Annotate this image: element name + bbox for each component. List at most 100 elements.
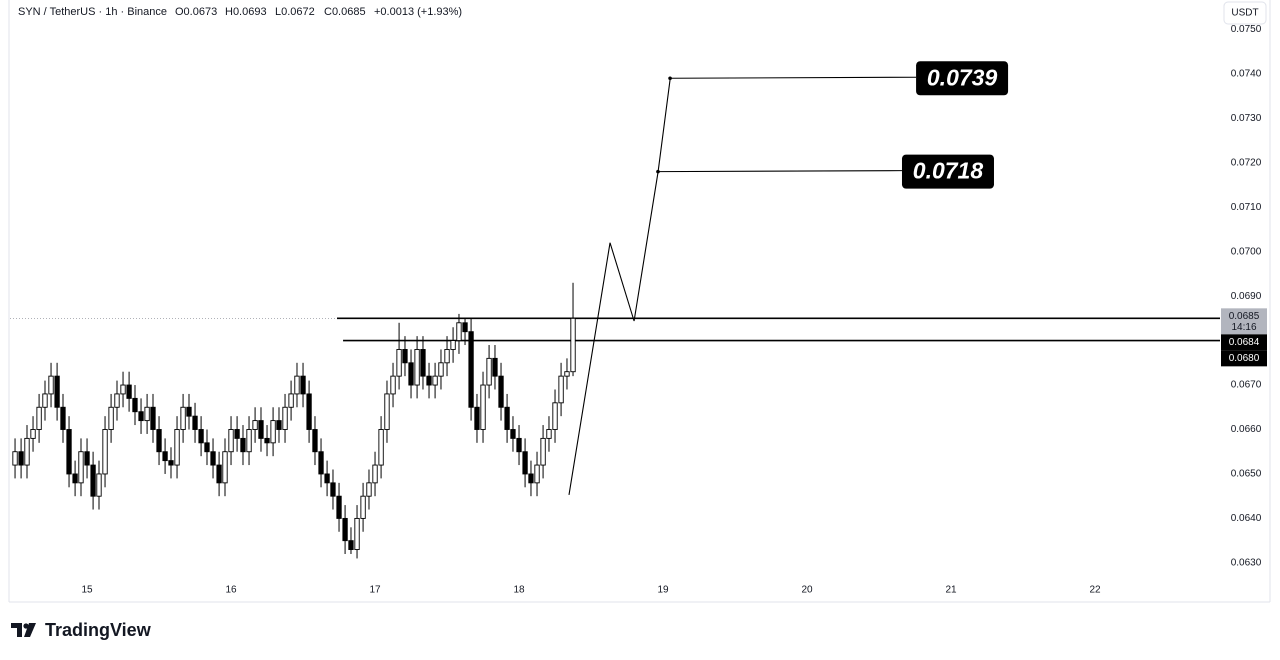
candle-body — [564, 371, 570, 377]
candle-body — [432, 375, 438, 386]
candle-body — [348, 540, 354, 550]
candle-body — [270, 420, 276, 444]
candle-body — [480, 384, 486, 430]
candle-body — [306, 393, 312, 430]
candle-body — [60, 406, 66, 430]
y-tick-label: 0.0750 — [1231, 24, 1262, 35]
candle-body — [54, 375, 60, 408]
candle-body — [546, 429, 552, 439]
x-tick-label: 17 — [369, 585, 381, 596]
candle-body — [474, 406, 480, 430]
candle-body — [180, 406, 186, 430]
candle-body — [234, 429, 240, 439]
candle-body — [408, 362, 414, 386]
candle-body — [360, 495, 366, 519]
y-tick-label: 0.0710 — [1231, 202, 1262, 213]
ohlc-low: L0.0672 — [275, 6, 315, 18]
candle-body — [132, 397, 138, 413]
candle-body — [24, 437, 30, 466]
candle-body — [390, 375, 396, 395]
candle-body — [252, 420, 258, 430]
candle-body — [420, 349, 426, 377]
x-tick-label: 22 — [1089, 585, 1101, 596]
candle-body — [198, 429, 204, 444]
y-tick-label: 0.0630 — [1231, 558, 1262, 569]
symbol: SYN / TetherUS · 1h · Binance — [18, 6, 167, 18]
projection-path — [568, 79, 671, 495]
candle-body — [120, 384, 126, 395]
candle-body — [450, 340, 456, 350]
candle-body — [186, 406, 192, 417]
candle-body — [204, 442, 210, 453]
x-tick-label: 21 — [945, 585, 957, 596]
candle-body — [48, 375, 54, 395]
candle-body — [336, 495, 342, 519]
y-tick-label: 0.0700 — [1231, 246, 1262, 257]
y-tick-label: 0.0660 — [1231, 424, 1262, 435]
target-label: 0.0739 — [927, 64, 998, 90]
candle-body — [528, 473, 534, 484]
candle-body — [276, 420, 282, 430]
candle-body — [240, 437, 246, 453]
candle-body — [288, 393, 294, 408]
brand: TradingView — [45, 620, 152, 640]
ohlc-high: H0.0693 — [225, 6, 267, 18]
candle-body — [504, 406, 510, 430]
candle-body — [72, 473, 78, 484]
candle-body — [570, 317, 576, 373]
candle-body — [18, 451, 24, 466]
candle-body — [438, 362, 444, 377]
candle-body — [282, 406, 288, 430]
candle-body — [192, 415, 198, 430]
price-tag-label: 0.0680 — [1229, 353, 1260, 364]
candle-body — [372, 464, 378, 484]
candle-body — [342, 517, 348, 542]
candle-body — [162, 451, 168, 462]
candle-body — [84, 451, 90, 466]
candle-body — [36, 406, 42, 430]
candle-body — [258, 420, 264, 439]
x-tick-label: 15 — [81, 585, 93, 596]
candle-body — [324, 473, 330, 484]
candle-body — [150, 406, 156, 430]
candle-body — [552, 402, 558, 430]
candle-body — [558, 375, 564, 404]
x-tick-label: 19 — [657, 585, 669, 596]
candle-body — [294, 375, 300, 395]
ohlc-close: C0.0685 — [324, 6, 366, 18]
candle-body — [312, 429, 318, 453]
candle-body — [396, 349, 402, 377]
candle-body — [498, 375, 504, 408]
candle-body — [126, 384, 132, 399]
candle-body — [462, 322, 468, 333]
candle-body — [492, 357, 498, 377]
candle-body — [102, 429, 108, 475]
candle-body — [30, 429, 36, 439]
candle-body — [228, 429, 234, 453]
candle-body — [90, 464, 96, 497]
currency-button[interactable] — [1223, 1, 1267, 25]
candle-body — [468, 331, 474, 408]
price-tag — [1221, 334, 1267, 351]
candle-body — [216, 464, 222, 484]
candle-body — [66, 429, 72, 475]
candle-body — [114, 393, 120, 408]
currency[interactable]: USDT — [1231, 8, 1258, 19]
candle-body — [96, 473, 102, 497]
candle-body — [246, 429, 252, 453]
y-tick-label: 0.0640 — [1231, 513, 1262, 524]
y-tick-label: 0.0730 — [1231, 113, 1262, 124]
price-tag — [1221, 350, 1267, 367]
candle-body — [138, 411, 144, 422]
y-tick-label: 0.0650 — [1231, 469, 1262, 480]
countdown: 14:16 — [1231, 322, 1256, 333]
candle-body — [516, 437, 522, 453]
x-tick-label: 20 — [801, 585, 813, 596]
target-label: 0.0718 — [913, 158, 984, 184]
candle-body — [486, 357, 492, 386]
y-tick-label: 0.0740 — [1231, 68, 1262, 79]
candle-body — [540, 437, 546, 466]
candle-body — [426, 375, 432, 386]
